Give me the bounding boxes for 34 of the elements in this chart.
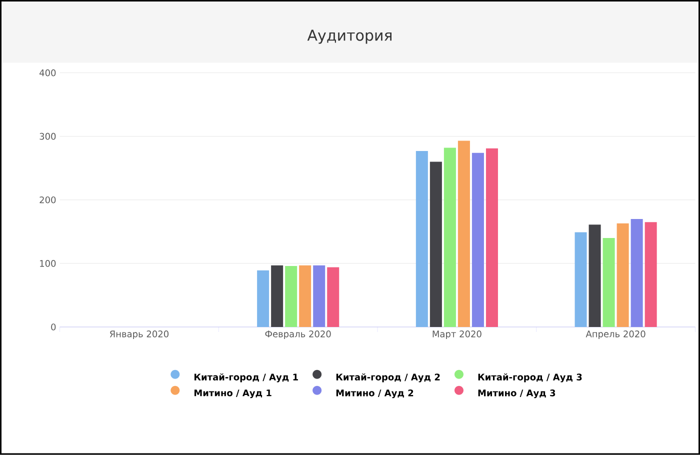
legend-label: Митино / Ауд 1 [194, 390, 272, 398]
bar [430, 162, 442, 328]
bar [486, 148, 498, 328]
y-tick-label: 200 [40, 196, 56, 204]
bar [630, 219, 643, 328]
y-tick-label: 400 [40, 69, 56, 76]
y-tick-label: 300 [40, 133, 56, 140]
bar [271, 265, 284, 328]
legend-label: Китай-город / Ауд 3 [478, 374, 582, 382]
x-tick-label: Январь 2020 [110, 330, 169, 340]
bar [574, 232, 587, 328]
legend-label: Митино / Ауд 3 [478, 390, 556, 398]
bar [602, 238, 615, 328]
bar [458, 140, 470, 328]
bar [299, 265, 312, 328]
bar [588, 224, 601, 328]
bar [327, 267, 340, 328]
x-tick-label: Март 2020 [432, 330, 482, 340]
bar [644, 222, 657, 328]
legend-label: Митино / Ауд 2 [336, 390, 414, 398]
bar [257, 270, 270, 328]
x-tick-label: Февраль 2020 [265, 330, 331, 340]
chart-title: Аудитория [307, 30, 392, 44]
legend-label: Китай-город / Ауд 2 [336, 374, 440, 382]
bar [616, 223, 629, 328]
y-tick-label: 0 [51, 324, 56, 330]
bar [285, 266, 298, 328]
x-tick-label: Апрель 2020 [586, 330, 646, 340]
y-tick-label: 100 [40, 260, 56, 267]
bar [313, 265, 326, 328]
legend-label: Китай-город / Ауд 1 [194, 374, 298, 382]
bar [472, 152, 484, 328]
bar [444, 148, 456, 328]
bar [416, 151, 428, 328]
